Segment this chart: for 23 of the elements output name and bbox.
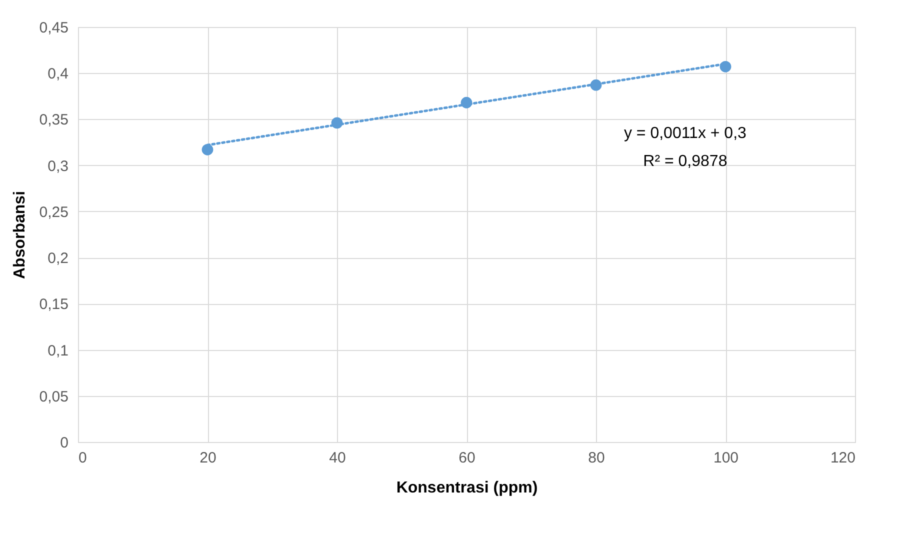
y-tick-label: 0,1 xyxy=(48,342,68,360)
annotation: y = 0,0011x + 0,3 xyxy=(624,125,747,142)
annotation: R² = 0,9878 xyxy=(643,153,728,170)
x-tick-label: 120 xyxy=(830,450,856,466)
y-tick-label: 0,15 xyxy=(39,296,68,314)
y-tick-label: 0,4 xyxy=(48,66,68,83)
y-tick-label: 0,05 xyxy=(39,388,68,406)
point xyxy=(720,60,732,72)
y-tick-label: 0,3 xyxy=(48,158,68,175)
x-axis-title: Konsentrasi (ppm) xyxy=(396,480,538,496)
y-tick-label: 0,45 xyxy=(39,20,68,36)
y-tick-label: 0,2 xyxy=(48,250,68,268)
y-tick-label: 0 xyxy=(60,434,68,452)
x-tick-label: 80 xyxy=(588,450,605,466)
x-tick-label: 100 xyxy=(713,450,739,466)
x-tick-label: 60 xyxy=(458,450,476,466)
y-axis-title: Absorbansi xyxy=(11,190,28,280)
y-tick-label: 0,35 xyxy=(39,112,68,129)
x-tick-label: 20 xyxy=(200,450,216,466)
x-tick-label: 40 xyxy=(329,450,346,466)
point xyxy=(202,144,214,156)
y-tick-label: 0,25 xyxy=(39,204,68,221)
x-tick-label: 0 xyxy=(78,450,87,466)
